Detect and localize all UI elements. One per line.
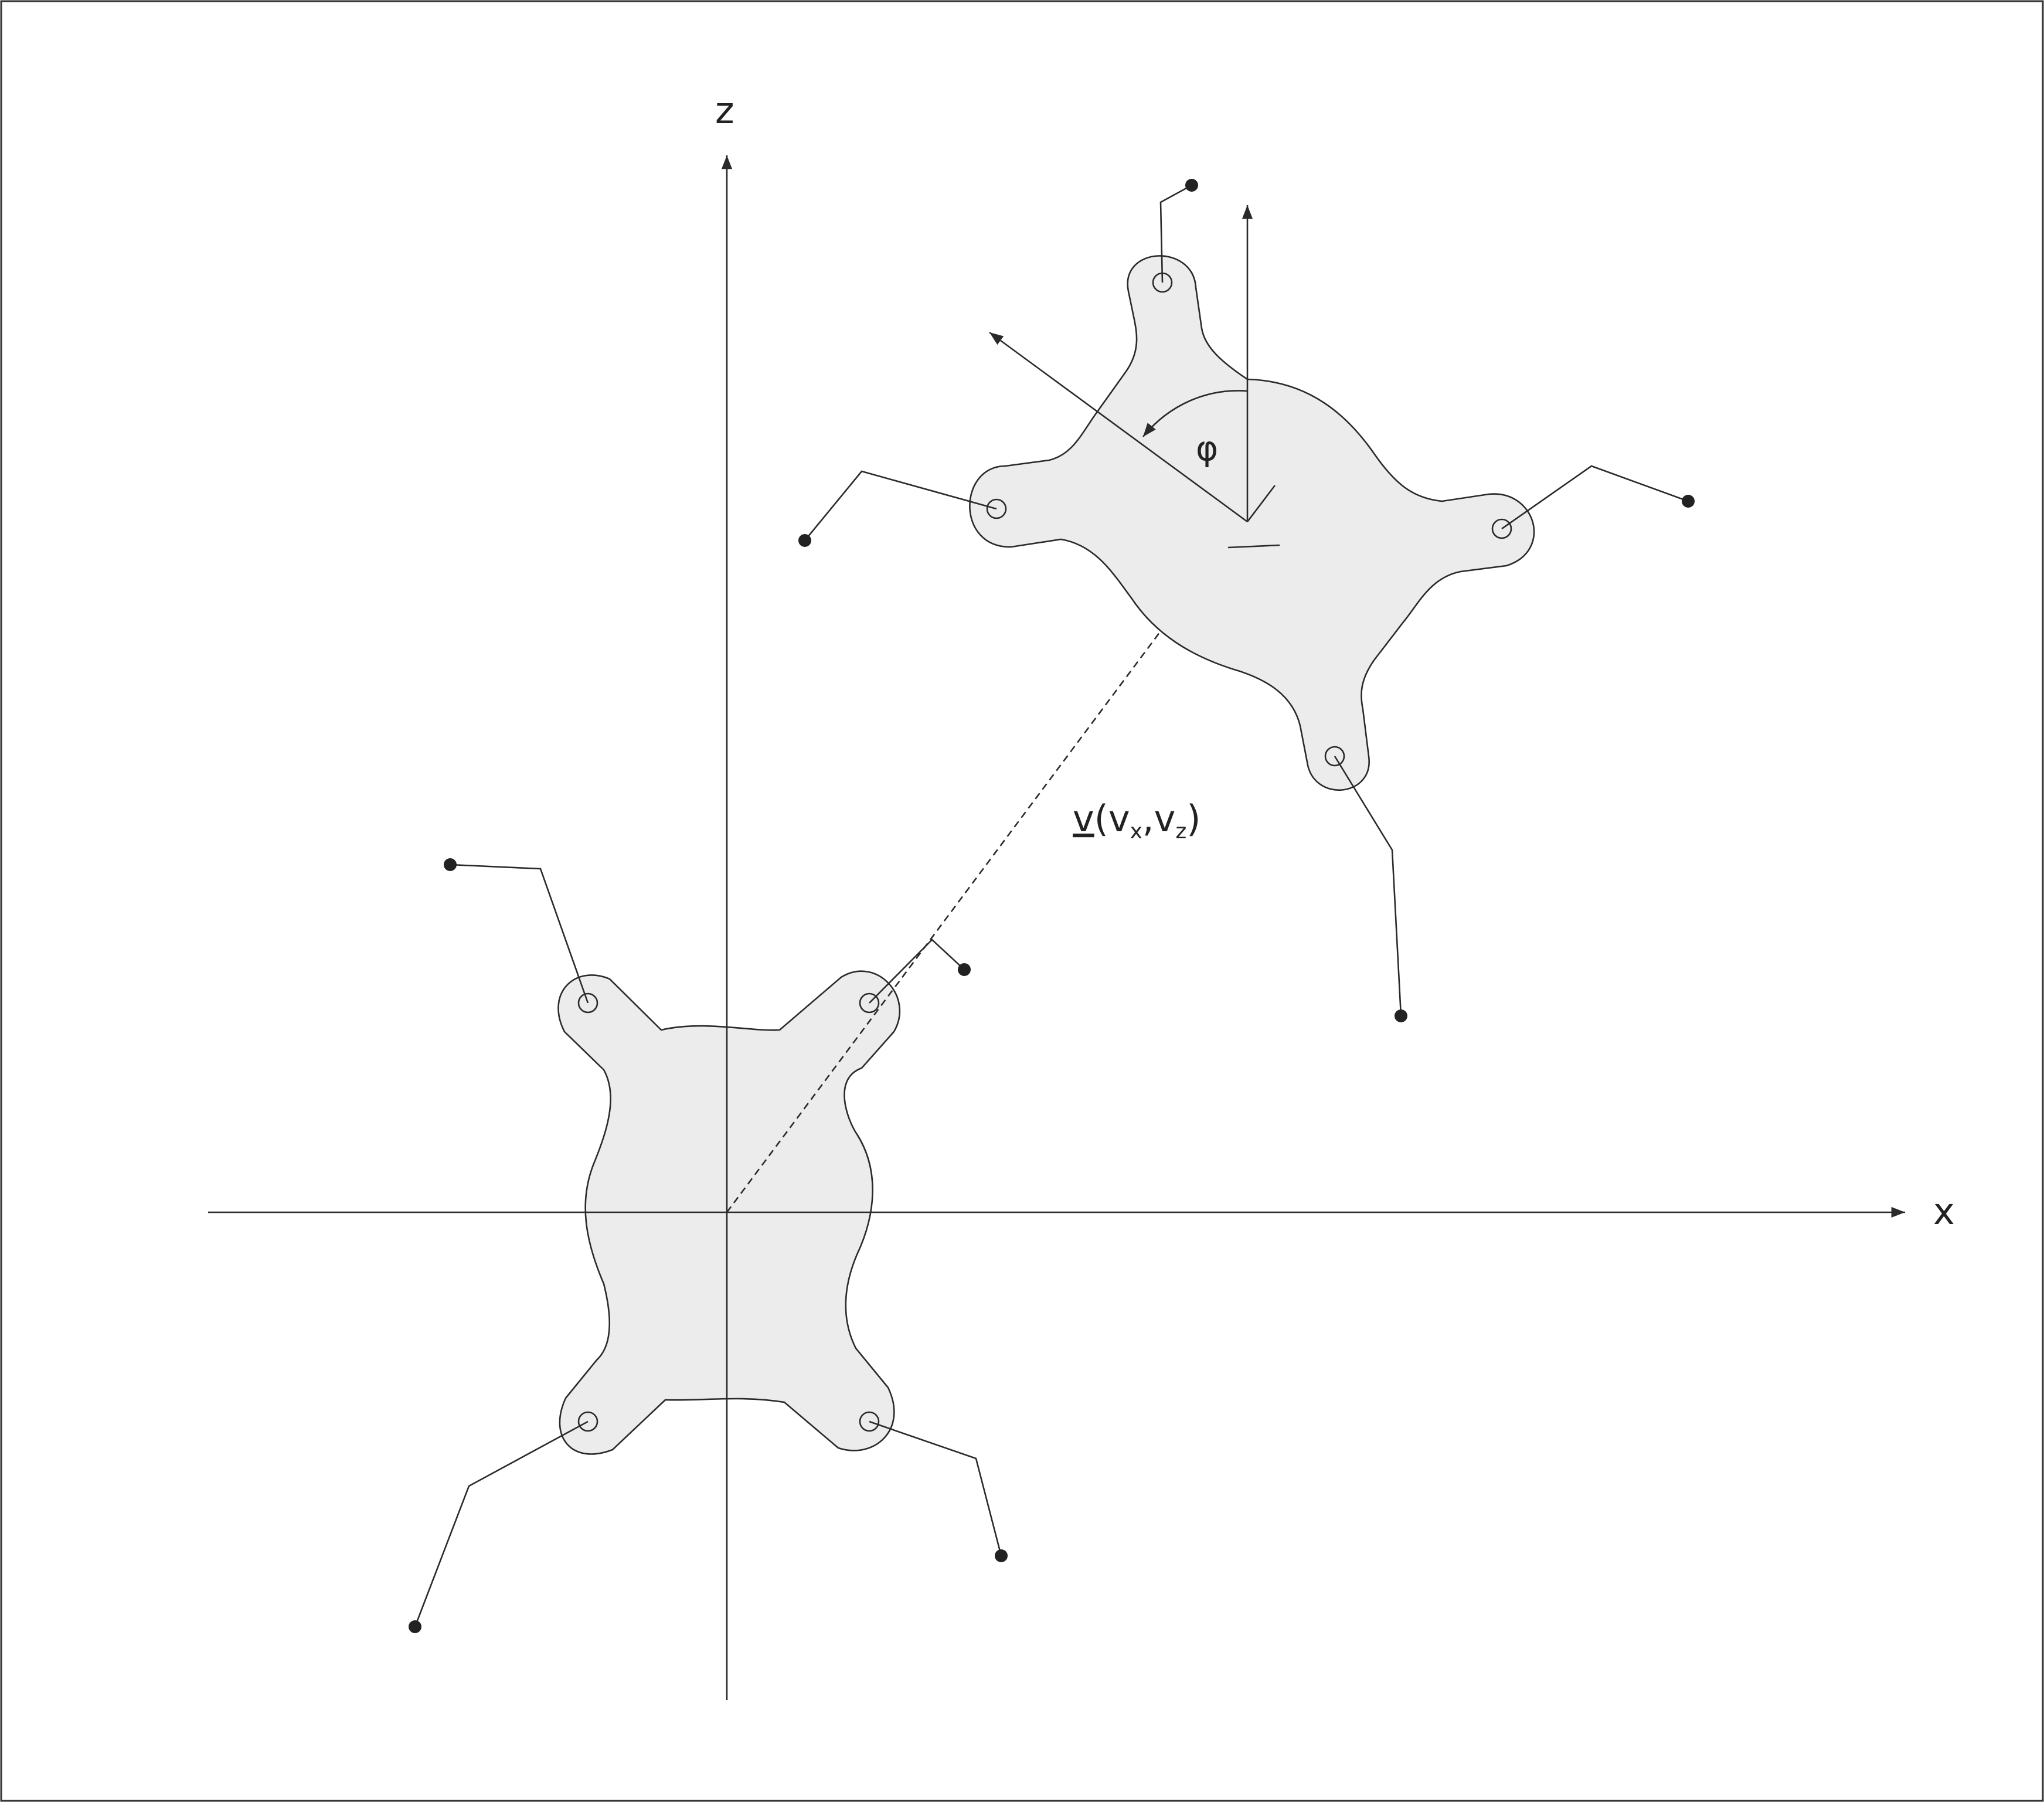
displaced-cable-end-left: [798, 534, 811, 547]
z-axis-label: z: [715, 89, 734, 132]
body-displaced: φ: [798, 179, 1695, 1022]
displaced-cable-bottom: [1335, 756, 1401, 1016]
vector-open-paren: (: [1094, 797, 1108, 840]
vector-z-subscript: z: [1175, 820, 1186, 844]
reference-cable-bottom-left: [415, 1422, 588, 1627]
displaced-cable-left: [805, 471, 997, 540]
reference-cable-end-bottom-left: [409, 1620, 421, 1633]
vector-x-component: v: [1108, 797, 1130, 840]
reference-cable-bottom-right: [869, 1422, 1001, 1556]
body-reference: [409, 858, 1008, 1633]
vector-x-subscript: x: [1130, 820, 1142, 844]
reference-cable-end-bottom-right: [995, 1549, 1008, 1562]
body-displaced-shape: [970, 256, 1534, 790]
reference-cable-end-top-right: [958, 963, 971, 976]
angle-label-phi: φ: [1196, 429, 1218, 468]
vector-label: v(vx,vz): [1073, 797, 1200, 844]
vector-separator: ,: [1142, 797, 1154, 840]
x-axis-label: x: [1933, 1190, 1955, 1233]
displaced-cable-end-top: [1185, 179, 1198, 192]
vector-close-paren: ): [1186, 797, 1200, 840]
displaced-cable-end-bottom: [1395, 1009, 1407, 1022]
reference-cable-top-left: [450, 865, 588, 1003]
vector-z-component: v: [1154, 797, 1176, 840]
reference-cable-end-top-left: [444, 858, 457, 871]
vector-name: v: [1073, 797, 1094, 840]
displaced-cable-end-right: [1682, 495, 1695, 508]
